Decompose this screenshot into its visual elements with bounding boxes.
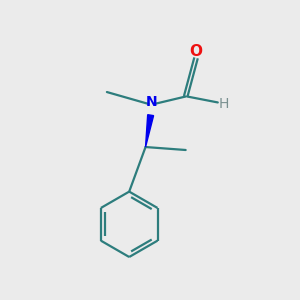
Text: N: N bbox=[146, 95, 157, 110]
Text: O: O bbox=[190, 44, 202, 59]
Text: H: H bbox=[218, 97, 229, 111]
Polygon shape bbox=[146, 115, 154, 147]
